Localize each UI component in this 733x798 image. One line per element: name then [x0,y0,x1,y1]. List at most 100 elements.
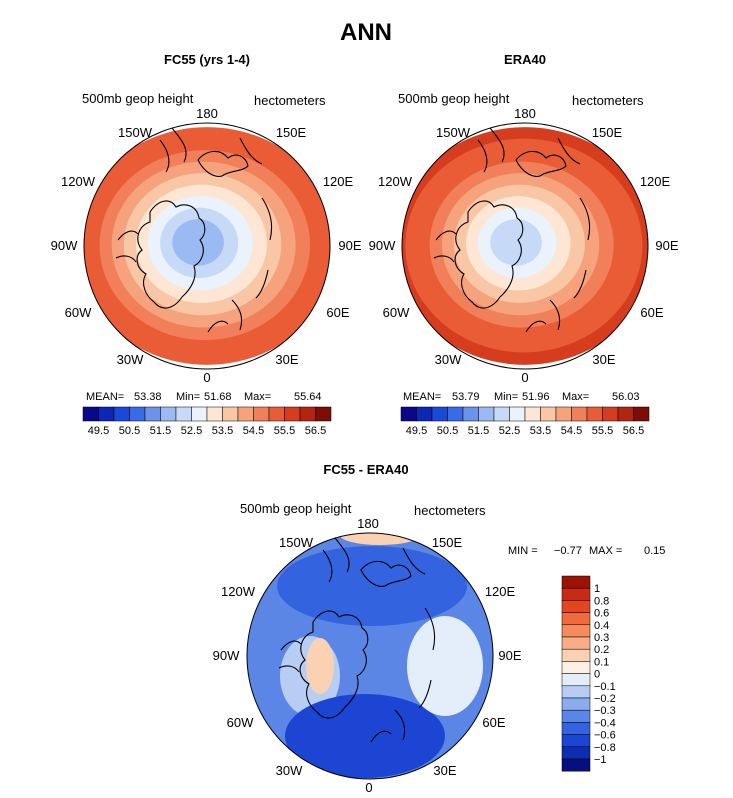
units-label: hectometers [254,93,326,108]
colorbar-swatch [561,636,591,650]
max-value: 55.64 [294,391,322,403]
colorbar-swatch [561,734,591,748]
colorbar-tick-label: −0.8 [594,742,616,754]
colorbar-swatch [561,648,591,662]
colorbar-tick-label: 52.5 [499,425,520,437]
colorbar-swatch [561,697,591,711]
lon-label-60e: 60E [482,715,505,730]
min-label: Min= [176,391,200,403]
anomaly-region-north-pacific-low [277,546,467,626]
units-label: hectometers [572,93,644,108]
colorbar-tick-label: 0.4 [594,620,609,632]
colorbar-swatch [561,746,591,760]
min-label: MIN = [508,545,538,557]
colorbar-swatch [561,673,591,687]
colorbar-swatch [561,709,591,723]
polar-map [84,127,330,365]
colorbar-swatch [561,661,591,674]
lon-label-150e: 150E [592,125,623,140]
lon-label-180: 180 [514,106,536,121]
colorbar-tick-label: 51.5 [150,425,171,437]
colorbar-swatch [113,406,130,422]
colorbar-tick-label: 49.5 [88,425,109,437]
colorbar-tick-label: 0.1 [594,656,609,668]
max-label: MAX = [589,545,622,557]
colorbar-swatch [586,406,603,422]
lon-label-120e: 120E [640,174,671,189]
colorbar-swatch [617,406,634,422]
colorbar-tick-label: 51.5 [468,425,489,437]
lon-label-150w: 150W [279,535,314,550]
stats-line: MEAN= 53.38 Min= 51.68 Max= 55.64 [86,391,322,403]
anomaly-region-pacific-rim [340,533,420,545]
anomaly-region-eurasia-patch [407,616,483,716]
colorbar-tick-label: −0.2 [594,693,616,705]
lon-label-60e: 60E [640,305,663,320]
colorbar-tick-label: 49.5 [406,425,427,437]
mean-value: 53.79 [452,391,480,403]
max-label: Max= [244,391,271,403]
colorbar-tick-label: 50.5 [119,425,140,437]
colorbar-swatch [561,575,591,589]
colorbar: 49.5 50.5 51.5 52.5 53.5 54.5 55.5 56.5 [82,406,332,437]
anomaly-region-north-atlantic-low [285,694,445,778]
min-label: Min= [494,391,518,403]
colorbar-swatch [268,406,285,422]
colorbar-swatch [129,406,146,422]
lon-label-90e: 90E [338,238,361,253]
units-label: hectometers [414,503,486,518]
contour-zone [490,219,542,266]
max-value: 56.03 [612,391,640,403]
lon-label-0: 0 [365,780,372,795]
lon-label-0: 0 [203,370,210,385]
colorbar-swatch [633,406,650,422]
min-value: 51.68 [204,391,232,403]
stats-line: MIN = −0.77 MAX = 0.15 [508,545,665,557]
mean-label: MEAN= [86,391,124,403]
colorbar-swatch [493,406,510,422]
lon-label-90e: 90E [655,238,678,253]
colorbar-swatch [561,587,591,601]
lon-label-30w: 30W [117,352,144,367]
panel-title: ERA40 [504,52,546,67]
colorbar-tick-label: 53.5 [212,425,233,437]
colorbar-tick-label: −0.3 [594,705,616,717]
lon-label-150e: 150E [276,125,307,140]
lon-label-150e: 150E [432,535,463,550]
colorbar-swatch [561,685,591,699]
colorbar: 49.5 50.5 51.5 52.5 53.5 54.5 55.5 56.5 [400,406,650,437]
colorbar-swatch [524,406,541,422]
colorbar-tick-label: 53.5 [530,425,551,437]
lon-label-120e: 120E [485,584,516,599]
colorbar-tick-label: −0.1 [594,681,616,693]
lon-label-60w: 60W [227,715,254,730]
colorbar-tick-label: 55.5 [274,425,295,437]
colorbar-tick-label: −1 [594,754,607,766]
coastlines [433,127,591,333]
map-border [246,532,494,780]
lon-label-180: 180 [357,516,379,531]
panel-fc55: FC55 (yrs 1-4) 500mb geop height hectome… [51,52,362,437]
colorbar-swatch [571,406,588,422]
lon-label-0: 0 [521,370,528,385]
lon-label-60e: 60E [326,305,349,320]
colorbar-tick-label: 0.3 [594,632,609,644]
lon-label-30e: 30E [433,763,456,778]
colorbar-swatch [416,406,433,422]
colorbar-tick-label: 50.5 [437,425,458,437]
lon-label-150w: 150W [436,125,471,140]
lon-label-90w: 90W [369,238,396,253]
lon-label-30w: 30W [435,352,462,367]
colorbar-swatch [284,406,301,422]
max-label: Max= [562,391,589,403]
field-label: 500mb geop height [398,91,510,106]
colorbar-tick-label: 55.5 [592,425,613,437]
colorbar-swatch [160,406,177,422]
colorbar-tick-label: 52.5 [181,425,202,437]
longitude-labels: 180 150W 150E 120W 120E 90W 90E 60W 60E … [369,106,679,385]
panel-title: FC55 (yrs 1-4) [164,52,250,67]
lon-label-150w: 150W [118,125,153,140]
lon-label-180: 180 [196,106,218,121]
polar-map [247,533,493,779]
